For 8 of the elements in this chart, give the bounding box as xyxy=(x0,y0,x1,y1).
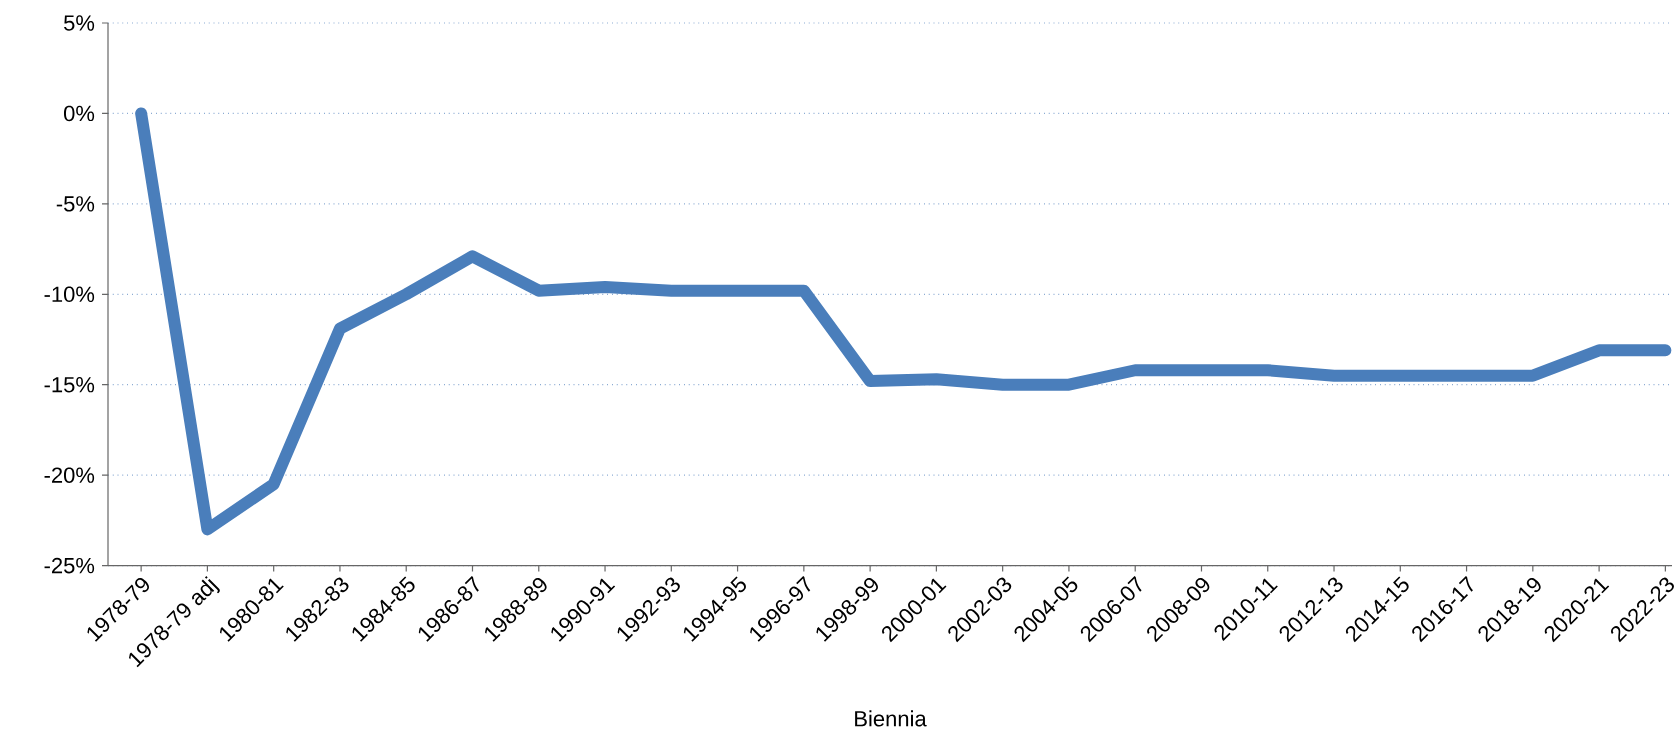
y-tick-label: -15% xyxy=(44,377,95,393)
x-axis-title: Biennia xyxy=(855,710,927,727)
y-tick-label: 0% xyxy=(63,105,95,122)
y-tick-label: -20% xyxy=(44,467,95,483)
y-tick-label: -25% xyxy=(44,557,95,574)
y-tick-label: -5% xyxy=(56,196,95,212)
y-tick-label: -10% xyxy=(44,286,95,303)
y-tick-label: 5% xyxy=(64,15,95,31)
